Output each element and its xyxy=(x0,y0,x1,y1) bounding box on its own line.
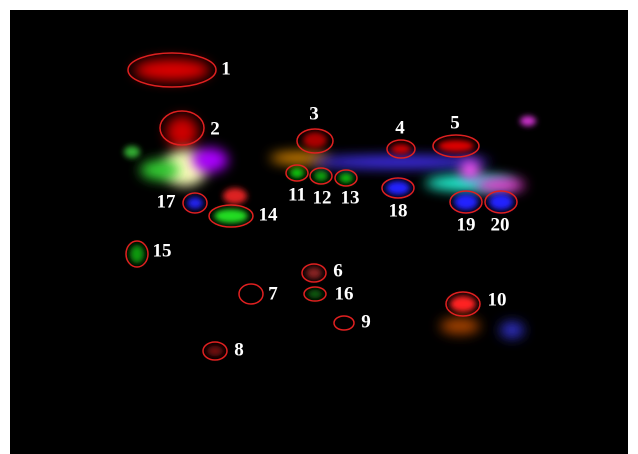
spot-label: 15 xyxy=(153,240,172,261)
spot-circle xyxy=(449,190,483,214)
spot-circle xyxy=(445,291,481,317)
spot-circle xyxy=(182,192,208,214)
spot-circle xyxy=(127,52,217,88)
spot-circle xyxy=(386,139,416,159)
spot-label: 17 xyxy=(157,191,177,212)
gel-spots xyxy=(124,59,536,356)
spot-label: 9 xyxy=(361,311,371,332)
spot-circle xyxy=(381,177,415,199)
spot-label: 19 xyxy=(457,214,476,235)
spot-circle xyxy=(202,341,228,361)
spot-label: 13 xyxy=(341,187,360,208)
spot-label: 12 xyxy=(313,187,332,208)
spot-label: 7 xyxy=(268,283,278,304)
spot-circle xyxy=(333,315,355,331)
spot-circle xyxy=(125,240,149,268)
spot-label: 6 xyxy=(333,260,343,281)
spot-label: 4 xyxy=(395,117,405,138)
spot-label: 11 xyxy=(288,184,306,205)
spot-label: 20 xyxy=(491,214,510,235)
spot-label: 8 xyxy=(234,339,244,360)
spot-circle xyxy=(309,167,333,185)
spot-circle xyxy=(334,169,358,187)
spot-label: 18 xyxy=(389,200,408,221)
spot-circle xyxy=(285,164,309,182)
spot-label: 2 xyxy=(210,118,220,139)
spot-circle xyxy=(296,128,334,154)
spot-circle xyxy=(301,263,327,283)
spot-circle xyxy=(303,286,327,302)
spot-circle xyxy=(159,110,205,146)
spot-circle xyxy=(432,134,480,158)
spot-label: 16 xyxy=(335,283,354,304)
spot-label: 1 xyxy=(221,58,231,79)
spot-label: 10 xyxy=(488,289,507,310)
spot-circle xyxy=(208,204,254,228)
spot-label: 14 xyxy=(259,204,279,225)
spot-label: 3 xyxy=(309,103,319,124)
spot-circle xyxy=(238,283,264,305)
gel-background xyxy=(10,10,628,454)
spot-circle xyxy=(484,190,518,214)
spot-label: 5 xyxy=(450,112,460,133)
